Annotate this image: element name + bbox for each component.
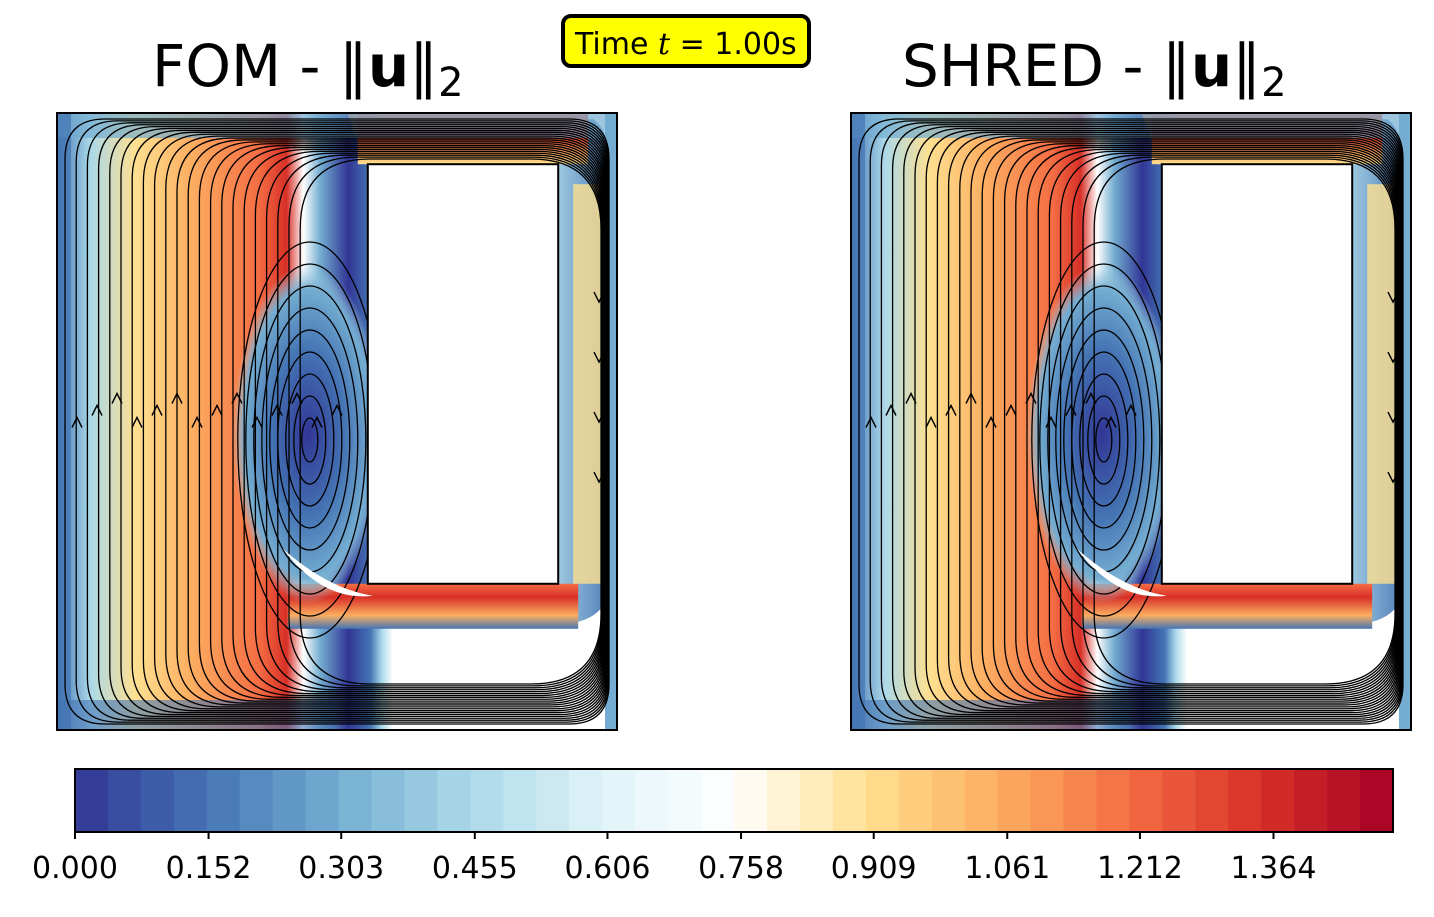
colorbar-level (470, 769, 504, 832)
fom-streamlines (64, 118, 610, 725)
colorbar-tick-label: 0.152 (166, 851, 252, 886)
colorbar-level (272, 769, 307, 832)
colorbar-tick-label: 0.606 (565, 851, 651, 886)
colorbar-level (569, 769, 603, 832)
colorbar-level (338, 769, 373, 832)
colorbar-level (503, 769, 537, 832)
colorbar-tick-label: 1.364 (1231, 851, 1317, 886)
colorbar-level (437, 769, 471, 832)
colorbar-level (140, 769, 175, 832)
shred-frame (850, 112, 1412, 731)
colorbar-level (1360, 769, 1394, 832)
colorbar-level (701, 769, 735, 832)
colorbar-level (964, 769, 999, 832)
colorbar-tick-label: 1.061 (964, 851, 1050, 886)
colorbar-level (1327, 769, 1361, 832)
colorbar-level (173, 769, 208, 832)
colorbar-level (898, 769, 933, 832)
colorbar-level (734, 769, 768, 832)
colorbar-tick-label: 0.909 (831, 851, 917, 886)
fom-frame (56, 112, 618, 731)
colorbar-tick-label: 0.303 (298, 851, 384, 886)
colorbar-level (239, 769, 274, 832)
colorbar-tick-label: 1.212 (1097, 851, 1183, 886)
colorbar-level (75, 769, 109, 832)
colorbar-level (668, 769, 702, 832)
colorbar-level (371, 769, 406, 832)
colorbar-level (206, 769, 241, 832)
colorbar-level (997, 769, 1032, 832)
colorbar-level (602, 769, 636, 832)
fom-arrows (71, 291, 605, 484)
colorbar-level (1261, 769, 1295, 832)
colorbar-level (536, 769, 570, 832)
colorbar: 0.000 0.152 0.303 0.455 0.606 0.758 0.909 1.061… (32, 768, 1394, 886)
time-badge-prefix: Time (575, 27, 658, 62)
colorbar-tick-label: 0.000 (32, 851, 118, 886)
colorbar-level (1063, 769, 1098, 832)
colorbar-level (1294, 769, 1328, 832)
fom-panel (56, 112, 618, 731)
colorbar-level (305, 769, 340, 832)
time-badge-value: = 1.00s (670, 27, 797, 62)
colorbar-level (799, 769, 834, 832)
fom-title-var: u (367, 32, 410, 100)
colorbar-level (931, 769, 966, 832)
shred-title-text: SHRED - (902, 32, 1162, 100)
colorbar-level (766, 769, 801, 832)
time-badge: Time t = 1.00s (561, 14, 811, 68)
colorbar-level (107, 769, 142, 832)
colorbar-level (1096, 769, 1130, 832)
colorbar-level (635, 769, 669, 832)
shred-title-sub: 2 (1261, 60, 1287, 106)
shred-obstacle (1160, 163, 1354, 585)
shred-title-var: u (1190, 32, 1233, 100)
colorbar-tick-label: 0.758 (698, 851, 784, 886)
fom-title-sub: 2 (438, 60, 464, 106)
colorbar-level (1030, 769, 1065, 832)
colorbar-level (1195, 769, 1229, 832)
colorbar-level (1162, 769, 1196, 832)
colorbar-level (1228, 769, 1262, 832)
colorbar-tick-label: 0.455 (432, 851, 518, 886)
time-badge-var: t (657, 27, 671, 62)
colorbar-level (404, 769, 439, 832)
shred-arrows (865, 291, 1399, 484)
colorbar-level (865, 769, 900, 832)
fom-title-text: FOM - (152, 32, 339, 100)
colorbar-level (832, 769, 867, 832)
colorbar-frame (74, 768, 1394, 833)
shred-title: SHRED - ‖u‖2 (902, 32, 1287, 106)
shred-panel (850, 112, 1412, 731)
shred-streamlines (858, 118, 1404, 725)
colorbar-level (1129, 769, 1163, 832)
fom-title: FOM - ‖u‖2 (152, 32, 464, 106)
fom-obstacle (366, 163, 560, 585)
